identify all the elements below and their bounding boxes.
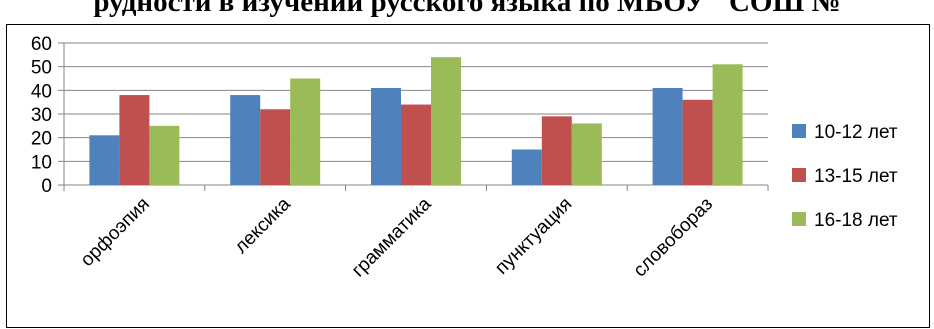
legend-label-2: 13-15 лет [814, 166, 898, 187]
bar-3-3 [431, 57, 461, 186]
legend-swatch-1 [792, 124, 806, 138]
x-category-label: лексика [231, 193, 295, 257]
bar-2-4 [541, 116, 572, 185]
x-category-label: орфоэпия [77, 194, 154, 271]
x-category-label: словобораз [630, 194, 718, 282]
bar-1-5 [652, 87, 683, 185]
bar-2-2 [260, 109, 291, 185]
bar-1-3 [371, 87, 401, 185]
bar-2-1 [119, 95, 150, 185]
bar-3-2 [290, 78, 321, 185]
bar-1-4 [511, 149, 542, 185]
bar-3-5 [712, 64, 743, 185]
x-category-labels: орфоэпия лексика грамматика пунктуация слово… [77, 193, 717, 281]
bar-3-4 [571, 123, 602, 185]
x-category-label: грамматика [348, 193, 436, 281]
bar-1-1 [89, 135, 120, 185]
chart-frame [6, 24, 930, 328]
x-category-label: пунктуация [491, 194, 576, 279]
bar-3-1 [149, 125, 180, 185]
legend-label-1: 10-12 лет [814, 122, 898, 143]
y-tick-label: 20 [31, 129, 52, 150]
y-tick-label: 30 [31, 105, 52, 126]
bar-1-2 [230, 95, 261, 185]
legend-swatch-3 [792, 212, 806, 226]
bar-2-3 [401, 104, 431, 185]
legend-swatch-2 [792, 168, 806, 182]
legend-label-3: 16-18 лет [814, 210, 898, 231]
y-tick-label: 50 [31, 58, 52, 79]
y-tick-label: 0 [41, 176, 52, 197]
bar-2-5 [682, 99, 713, 185]
y-tick-label: 10 [31, 152, 52, 173]
chart-title: рудности в изучении русского языка по МБ… [93, 0, 841, 18]
legend: 10-12 лет 13-15 лет 16-18 лет [792, 122, 898, 231]
y-tick-label: 40 [31, 81, 52, 102]
y-tick-label: 60 [31, 34, 52, 55]
bars [89, 57, 743, 186]
